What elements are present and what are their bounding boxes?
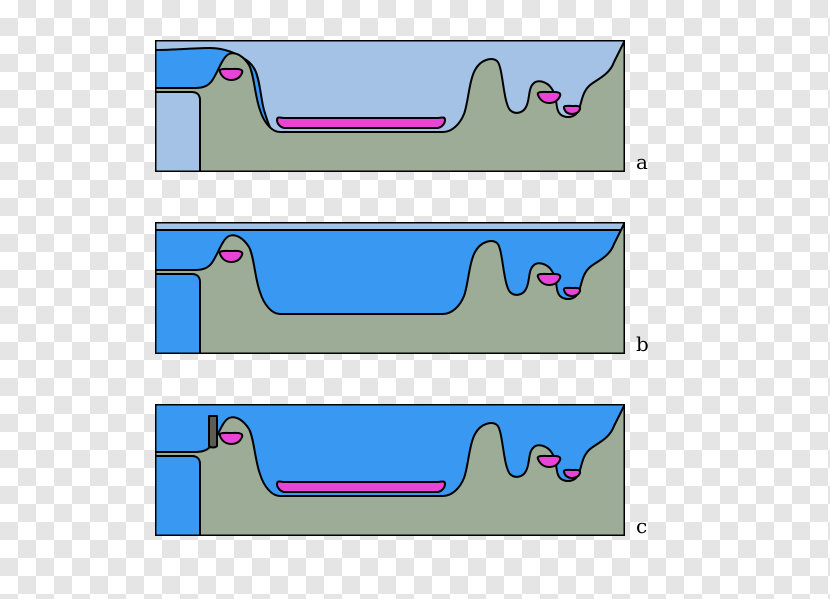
sediment-deposit — [564, 106, 580, 114]
sediment-deposit — [277, 482, 445, 493]
panel-c — [155, 404, 625, 536]
feature-shape — [209, 416, 217, 448]
sediment-deposit — [564, 288, 580, 296]
panel-label-b: b — [636, 332, 649, 356]
panel-a — [155, 40, 625, 172]
panel-label-c: c — [636, 514, 647, 538]
sediment-deposit — [564, 470, 580, 478]
diagram-panels: a b c — [0, 0, 830, 599]
sediment-deposit — [277, 118, 445, 129]
panel-b — [155, 222, 625, 354]
panel-label-a: a — [636, 150, 648, 174]
